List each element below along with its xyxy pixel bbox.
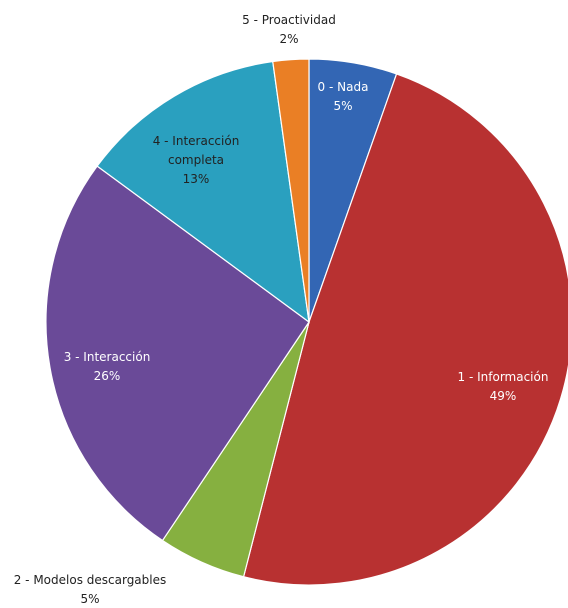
slice-category-label-4-line1: completa: [168, 153, 224, 167]
slice-category-label-1: 1 - Información: [458, 370, 549, 384]
pie-slice-5: [272, 58, 310, 323]
slice-category-label-2: 2 - Modelos descargables: [14, 573, 167, 587]
slice-category-label-0: 0 - Nada: [318, 80, 369, 94]
slice-percent-label-5: 2%: [279, 32, 298, 46]
slice-category-label-4: 4 - Interacción: [153, 134, 240, 148]
slice-category-label-3: 3 - Interacción: [64, 350, 151, 364]
pie-slice-1: [242, 73, 568, 586]
slice-label-5: 5 - Proactividad 2%: [242, 13, 336, 46]
pie-labels: 0 - Nada 5% 1 - Información 49% 2 - Modelos …: [14, 13, 549, 606]
slice-percent-label-0: 5%: [333, 99, 352, 113]
slice-label-1: 1 - Información 49%: [458, 370, 549, 403]
slice-percent-label-3: 26%: [94, 369, 121, 383]
slice-label-2: 2 - Modelos descargables 5%: [14, 573, 167, 606]
slice-label-3: 3 - Interacción 26%: [64, 350, 151, 383]
slice-label-0: 0 - Nada 5%: [318, 80, 369, 113]
slice-percent-label-2: 5%: [80, 592, 99, 606]
pie-slice-4: [96, 60, 310, 324]
slice-percent-label-4: 13%: [183, 172, 210, 186]
slice-percent-label-1: 49%: [490, 389, 517, 403]
pie-slice-3: [45, 165, 310, 542]
slice-label-4: 4 - Interacción completa 13%: [153, 134, 240, 186]
slice-category-label-5: 5 - Proactividad: [242, 13, 336, 27]
pie-slices: [45, 58, 568, 586]
